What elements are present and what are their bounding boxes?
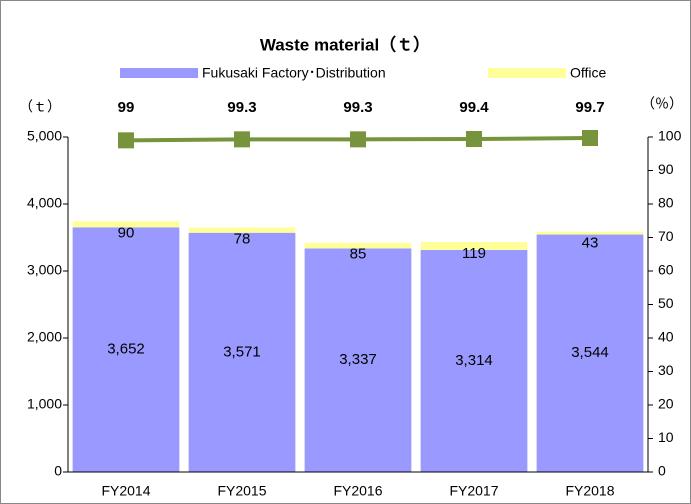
- bar: [72, 227, 180, 472]
- line-value-label: 99.7: [575, 99, 604, 116]
- y2-tick-label: 90: [658, 161, 674, 177]
- line-value-label: 99.3: [343, 99, 372, 116]
- legend-label: Fukusaki Factory･Distribution: [202, 65, 386, 81]
- line-marker: [466, 131, 482, 148]
- bar: [420, 241, 528, 250]
- x-tick-label: FY2014: [101, 483, 150, 499]
- line-value-label: 99.4: [459, 99, 489, 116]
- bar: [304, 242, 412, 249]
- bar-value-label: 90: [118, 224, 135, 241]
- bar-value-label: 43: [582, 235, 599, 252]
- chart-title: Waste material（ｔ）: [260, 34, 430, 54]
- x-tick-label: FY2017: [449, 483, 498, 499]
- bar: [188, 232, 296, 472]
- x-tick-label: FY2015: [217, 483, 266, 499]
- bar: [304, 248, 412, 472]
- y2-tick-label: 30: [658, 362, 674, 378]
- bar-value-label: 119: [462, 245, 486, 262]
- y-axis-unit: （ｔ）: [19, 99, 61, 115]
- y2-tick-label: 100: [658, 128, 682, 144]
- line-marker: [350, 131, 366, 148]
- legend-swatch: [120, 68, 198, 78]
- line-marker: [582, 130, 598, 147]
- y2-tick-label: 80: [658, 195, 674, 211]
- legend-label: Office: [570, 65, 607, 81]
- legend-swatch: [488, 68, 566, 78]
- bar-value-label: 3,652: [107, 341, 145, 358]
- bar: [536, 231, 644, 235]
- line-marker: [234, 131, 250, 148]
- x-tick-label: FY2016: [333, 483, 382, 499]
- bar-value-label: 3,544: [571, 344, 609, 361]
- y2-tick-label: 70: [658, 228, 674, 244]
- bar-value-label: 78: [234, 230, 251, 247]
- bar-value-label: 3,337: [339, 351, 377, 368]
- y2-tick-label: 40: [658, 329, 674, 345]
- x-tick-label: FY2018: [565, 483, 614, 499]
- y2-tick-label: 60: [658, 262, 674, 278]
- y-tick-label: 0: [54, 463, 62, 479]
- y-tick-label: 3,000: [27, 262, 62, 278]
- y2-tick-label: 50: [658, 295, 674, 311]
- y-tick-label: 1,000: [27, 396, 62, 412]
- line-marker: [118, 132, 134, 149]
- bar-value-label: 3,314: [455, 352, 493, 369]
- line-value-label: 99: [118, 99, 135, 116]
- y2-tick-label: 10: [658, 429, 674, 445]
- bar-value-label: 85: [350, 246, 367, 263]
- y2-axis-unit: （％）: [641, 96, 683, 112]
- bar: [536, 234, 644, 472]
- y-tick-label: 4,000: [27, 195, 62, 211]
- bar-value-label: 3,571: [223, 343, 261, 360]
- y-tick-label: 5,000: [27, 128, 62, 144]
- y2-tick-label: 20: [658, 396, 674, 412]
- bar: [72, 221, 180, 228]
- line-value-label: 99.3: [227, 99, 256, 116]
- bar: [188, 227, 296, 233]
- bar: [420, 249, 528, 472]
- y-tick-label: 2,000: [27, 329, 62, 345]
- y2-tick-label: 0: [658, 463, 666, 479]
